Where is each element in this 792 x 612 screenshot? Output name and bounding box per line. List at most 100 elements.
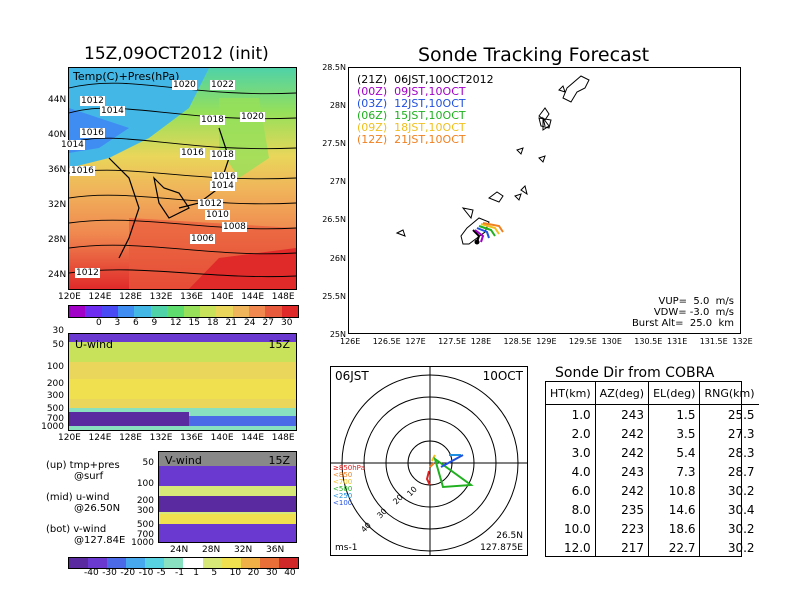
table-row: 10.0 223 18.6 30.2 xyxy=(546,519,759,538)
wind-colorbar-tick: 30 xyxy=(266,568,277,578)
side-note: (bot) v-wind @127.84E xyxy=(46,524,125,546)
polar-time: 06JST xyxy=(335,369,369,383)
track-lon-label: 132E xyxy=(732,337,752,346)
sonde-table: HT(km) AZ(deg) EL(deg) RNG(km) 1.0 243 1.5 25.… xyxy=(545,381,742,557)
table-cell: 4.0 xyxy=(546,462,595,481)
contour-label: 1012 xyxy=(75,268,100,278)
wind-colorbar-tick: 1 xyxy=(193,568,199,578)
track-lon-label: 126E xyxy=(340,337,360,346)
contour-label: 1014 xyxy=(60,140,85,150)
contour-label: 1020 xyxy=(240,112,265,122)
colorbar-swatch xyxy=(69,306,85,317)
table-cell: 217 xyxy=(595,538,648,557)
table-cell: 6.0 xyxy=(546,481,595,500)
colorbar-tick: 15 xyxy=(189,318,200,328)
track-param: Burst Alt= 25.0 km xyxy=(632,318,734,329)
table-cell: 30.4 xyxy=(700,500,759,519)
map-lat-label: 36N xyxy=(48,165,66,175)
wind-colorbar-swatch xyxy=(241,558,260,568)
track-lon-label: 130.5E xyxy=(634,337,662,346)
track-lon-label: 131E xyxy=(667,337,687,346)
wind-colorbar-tick: -1 xyxy=(175,568,184,578)
side-note-line1: (mid) u-wind xyxy=(46,492,120,503)
sonde-table-grid: HT(km) AZ(deg) EL(deg) RNG(km) 1.0 243 1.5 25.… xyxy=(546,382,759,557)
map-lon-label: 144E xyxy=(241,292,264,302)
colorbar-swatch xyxy=(134,306,150,317)
map-lon-label: 120E xyxy=(58,292,81,302)
wind-colorbar-swatch xyxy=(260,558,279,568)
table-row: 12.0 217 22.7 30.2 xyxy=(546,538,759,557)
table-cell: 27.3 xyxy=(700,424,759,443)
track-lat-label: 26.5N xyxy=(318,215,346,224)
table-cell: 28.3 xyxy=(700,443,759,462)
table-row: 1.0 243 1.5 25.5 xyxy=(546,405,759,425)
map-title: 15Z,09OCT2012 (init) xyxy=(84,44,269,64)
map-lon-label: 136E xyxy=(180,292,203,302)
wind-colorbar-swatch xyxy=(203,558,222,568)
track-lon-label: 127.5E xyxy=(438,337,466,346)
colorbar-tick: 12 xyxy=(170,318,181,328)
u-wind-panel: U-wind 15Z xyxy=(68,333,297,431)
polar-legend-entry: <100 xyxy=(333,500,365,507)
v-lat-label: 36N xyxy=(266,545,284,555)
table-cell: 10.8 xyxy=(649,481,700,500)
table-header-cell: RNG(km) xyxy=(700,382,759,405)
u-lon-label: 144E xyxy=(241,433,264,443)
u-pressure-label: 500 xyxy=(40,404,64,414)
wind-colorbar-tick: -10 xyxy=(139,568,154,578)
u-lon-label: 136E xyxy=(180,433,203,443)
table-cell: 18.6 xyxy=(649,519,700,538)
table-cell: 3.5 xyxy=(649,424,700,443)
track-title: Sonde Tracking Forecast xyxy=(418,44,649,66)
temperature-colorbar xyxy=(68,305,299,318)
map-lat-label: 44N xyxy=(48,95,66,105)
table-row: 4.0 243 7.3 28.7 xyxy=(546,462,759,481)
contour-label: 1012 xyxy=(80,96,105,106)
v-pressure-label: 200 xyxy=(130,496,154,506)
side-note-line2: @26.50N xyxy=(46,503,120,514)
table-cell: 12.0 xyxy=(546,538,595,557)
u-pressure-label: 50 xyxy=(40,340,64,350)
contour-label: 1016 xyxy=(180,148,205,158)
contour-label: 1018 xyxy=(200,115,225,125)
contour-label: 1018 xyxy=(210,150,235,160)
v-pressure-label: 1000 xyxy=(130,538,154,548)
colorbar-swatch xyxy=(85,306,101,317)
u-lon-label: 124E xyxy=(89,433,112,443)
wind-colorbar-swatch xyxy=(279,558,298,568)
contour-label: 1008 xyxy=(222,222,247,232)
track-lon-label: 128E xyxy=(471,337,491,346)
polar-date: 10OCT xyxy=(483,369,523,383)
colorbar-tick: 18 xyxy=(207,318,218,328)
table-cell: 14.6 xyxy=(649,500,700,519)
track-lat-label: 25.5N xyxy=(318,292,346,301)
table-cell: 243 xyxy=(595,405,648,425)
v-pressure-label: 50 xyxy=(130,458,154,468)
polar-legend: ≥850hPa <850 <700 <500 <250 <100 xyxy=(333,465,365,507)
wind-colorbar-tick: 20 xyxy=(248,568,259,578)
colorbar-swatch xyxy=(118,306,134,317)
track-lon-label: 126.5E xyxy=(373,337,401,346)
colorbar-tick: 9 xyxy=(152,318,158,328)
colorbar-tick: 0 xyxy=(96,318,102,328)
v-pressure-label: 500 xyxy=(130,520,154,530)
colorbar-tick: 24 xyxy=(244,318,255,328)
colorbar-swatch xyxy=(167,306,183,317)
u-pressure-label: 200 xyxy=(40,379,64,389)
table-header-cell: EL(deg) xyxy=(649,382,700,405)
v-wind-label: V-wind xyxy=(165,454,202,467)
v-wind-panel: V-wind 15Z xyxy=(158,451,297,543)
wind-colorbar-swatch xyxy=(88,558,107,568)
colorbar-swatch xyxy=(184,306,200,317)
side-note-line1: (bot) v-wind xyxy=(46,524,125,535)
colorbar-swatch xyxy=(216,306,232,317)
track-legend-entry: (12Z) 21JST,10OCT xyxy=(357,134,494,146)
table-cell: 243 xyxy=(595,462,648,481)
table-header-cell: HT(km) xyxy=(546,382,595,405)
side-note-line1: (up) tmp+pres xyxy=(46,460,120,471)
wind-colorbar-swatch xyxy=(183,558,202,568)
contour-label: 1014 xyxy=(210,181,235,191)
track-legend: (21Z) 06JST,10OCT2012 (00Z) 09JST,10OCT (0… xyxy=(357,74,494,146)
table-cell: 242 xyxy=(595,481,648,500)
table-cell: 223 xyxy=(595,519,648,538)
